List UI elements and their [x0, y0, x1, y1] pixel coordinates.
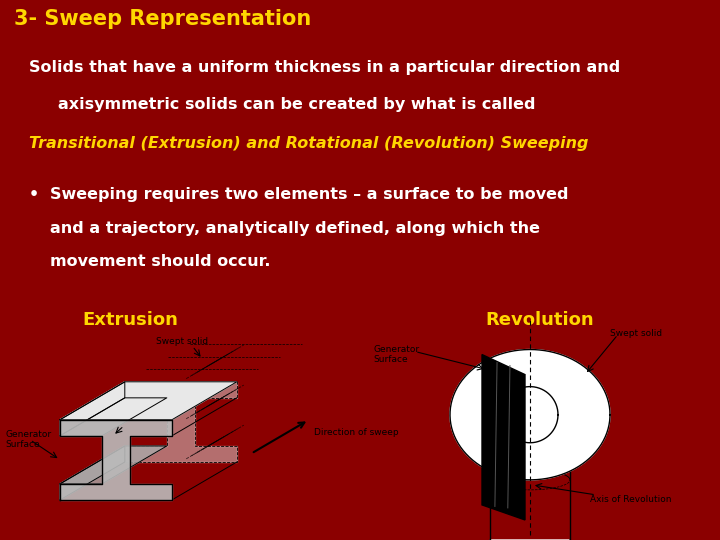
Text: Generator
Surface: Generator Surface — [373, 345, 419, 364]
Polygon shape — [502, 387, 558, 443]
Polygon shape — [60, 446, 167, 484]
Text: Transitional (Extrusion) and Rotational (Revolution) Sweeping: Transitional (Extrusion) and Rotational … — [29, 136, 588, 151]
Text: Swept solid: Swept solid — [156, 337, 209, 346]
Text: •: • — [29, 187, 39, 202]
Text: Axis of Revolution: Axis of Revolution — [590, 495, 672, 504]
Text: Sweeping requires two elements – a surface to be moved: Sweeping requires two elements – a surfa… — [50, 187, 569, 202]
Text: 3- Sweep Representation: 3- Sweep Representation — [14, 9, 312, 29]
Polygon shape — [60, 446, 125, 500]
Text: Generator
Surface: Generator Surface — [5, 430, 51, 449]
Polygon shape — [60, 398, 167, 436]
Text: Extrusion: Extrusion — [82, 312, 178, 329]
Text: movement should occur.: movement should occur. — [50, 254, 271, 269]
Text: Direction of sweep: Direction of sweep — [314, 428, 398, 437]
Text: Revolution: Revolution — [486, 312, 594, 329]
Polygon shape — [482, 355, 525, 520]
Text: Swept solid: Swept solid — [610, 329, 662, 339]
Polygon shape — [450, 349, 610, 480]
Text: axisymmetric solids can be created by what is called: axisymmetric solids can be created by wh… — [58, 97, 535, 112]
Text: and a trajectory, analytically defined, along which the: and a trajectory, analytically defined, … — [50, 221, 541, 236]
Polygon shape — [60, 382, 237, 420]
Text: Solids that have a uniform thickness in a particular direction and: Solids that have a uniform thickness in … — [29, 60, 620, 76]
Polygon shape — [125, 382, 237, 462]
Polygon shape — [60, 382, 125, 436]
Polygon shape — [60, 420, 172, 500]
